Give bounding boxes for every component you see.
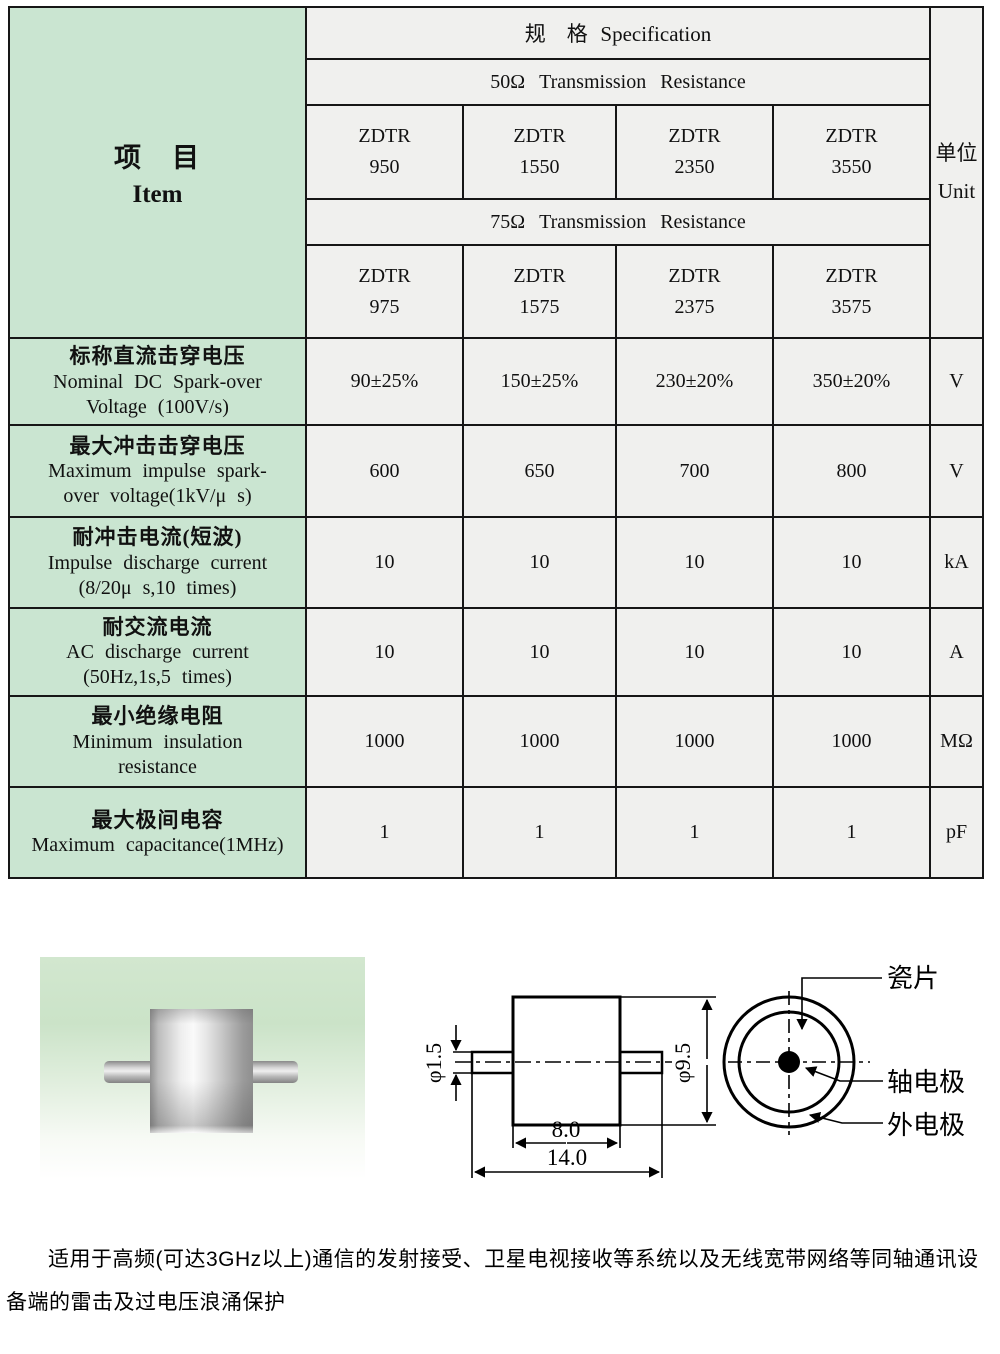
row-label-dc-sparkover: 标称直流击穿电压 Nominal DC Spark-over Voltage (… bbox=[8, 337, 307, 426]
model-zdtr-950: ZDTR 950 bbox=[305, 104, 464, 200]
callout-ceramic: 瓷片 bbox=[887, 964, 939, 993]
side-view bbox=[455, 995, 672, 1127]
photo-cylinder-body bbox=[150, 1009, 253, 1133]
photo-left-lead bbox=[104, 1061, 150, 1083]
model-zdtr-975: ZDTR 975 bbox=[305, 244, 464, 339]
value-cell: 350±20% bbox=[772, 337, 931, 426]
row-label-en: Nominal DC Spark-over Voltage (100V/s) bbox=[53, 370, 262, 418]
dim-body-diameter bbox=[621, 996, 716, 1126]
value-cell: 1 bbox=[615, 786, 774, 879]
value-cell: 10 bbox=[305, 607, 464, 697]
value-cell: 10 bbox=[462, 516, 617, 609]
group-50ohm-header: 50Ω Transmission Resistance bbox=[305, 58, 931, 106]
application-note: 适用于高频(可达3GHz以上)通信的发射接受、卫星电视接收等系统以及无线宽带网络… bbox=[6, 1248, 979, 1315]
unit-cell: A bbox=[929, 607, 984, 697]
model-zdtr-2375: ZDTR 2375 bbox=[615, 244, 774, 339]
value-cell: 1000 bbox=[772, 695, 931, 788]
table-row: 标称直流击穿电压 Nominal DC Spark-over Voltage (… bbox=[8, 337, 984, 426]
value-cell: 10 bbox=[772, 516, 931, 609]
model-zdtr-3550: ZDTR 3550 bbox=[772, 104, 931, 200]
dim-total-length bbox=[471, 1073, 663, 1178]
model-zdtr-2350: ZDTR 2350 bbox=[615, 104, 774, 200]
row-label-impulse-sparkover: 最大冲击击穿电压 Maximum impulse spark- over vol… bbox=[8, 424, 307, 518]
model-zdtr-1575: ZDTR 1575 bbox=[462, 244, 617, 339]
row-label-en: Maximum capacitance(1MHz) bbox=[31, 834, 284, 857]
model-zdtr-3575: ZDTR 3575 bbox=[772, 244, 931, 339]
value-cell: 10 bbox=[772, 607, 931, 697]
value-cell: 1 bbox=[305, 786, 464, 879]
value-cell: 10 bbox=[462, 607, 617, 697]
dimension-drawing: φ1.5 φ9.5 8.0 14.0 bbox=[421, 964, 965, 1178]
value-cell: 10 bbox=[305, 516, 464, 609]
row-label-zh: 耐交流电流 bbox=[102, 614, 213, 639]
table-row: 最大极间电容 Maximum capacitance(1MHz) 1 1 1 1… bbox=[8, 786, 984, 879]
end-view bbox=[722, 991, 870, 1135]
row-label-en: Impulse discharge current (8/20μ s,10 ti… bbox=[47, 551, 268, 599]
table-row: 最大冲击击穿电压 Maximum impulse spark- over vol… bbox=[8, 424, 984, 518]
row-label-ac-discharge: 耐交流电流 AC discharge current (50Hz,1s,5 ti… bbox=[8, 607, 307, 697]
unit-header-cell: 单位 Unit bbox=[929, 6, 984, 339]
value-cell: 700 bbox=[615, 424, 774, 518]
row-label-en: Maximum impulse spark- over voltage(1kV/… bbox=[48, 460, 267, 508]
row-label-zh: 最大冲击击穿电压 bbox=[69, 433, 246, 458]
dim-label-body-length: 8.0 bbox=[552, 1117, 581, 1142]
row-label-capacitance: 最大极间电容 Maximum capacitance(1MHz) bbox=[8, 786, 307, 879]
unit-cell: MΩ bbox=[929, 695, 984, 788]
dim-lead-diameter bbox=[450, 1025, 472, 1101]
value-cell: 600 bbox=[305, 424, 464, 518]
item-header-zh: 项 目 bbox=[114, 143, 201, 173]
spec-table: 项 目 Item 规 格 Specification 单位 Unit 50Ω T… bbox=[8, 6, 984, 879]
table-row: 耐交流电流 AC discharge current (50Hz,1s,5 ti… bbox=[8, 607, 984, 697]
body-outline bbox=[511, 995, 622, 1127]
value-cell: 230±20% bbox=[615, 337, 774, 426]
unit-cell: pF bbox=[929, 786, 984, 879]
value-cell: 800 bbox=[772, 424, 931, 518]
row-label-impulse-discharge: 耐冲击电流(短波) Impulse discharge current (8/2… bbox=[8, 516, 307, 609]
value-cell: 1000 bbox=[462, 695, 617, 788]
callout-leaders bbox=[796, 977, 883, 1124]
value-cell: 1 bbox=[462, 786, 617, 879]
group-75ohm-header: 75Ω Transmission Resistance bbox=[305, 198, 931, 246]
dim-body-length bbox=[512, 1125, 621, 1149]
row-label-zh: 最小绝缘电阻 bbox=[91, 704, 224, 729]
dim-label-total-length: 14.0 bbox=[547, 1145, 587, 1170]
value-cell: 90±25% bbox=[305, 337, 464, 426]
table-row: 最小绝缘电阻 Minimum insulation resistance 100… bbox=[8, 695, 984, 788]
value-cell: 1000 bbox=[305, 695, 464, 788]
value-cell: 10 bbox=[615, 516, 774, 609]
value-cell: 1 bbox=[772, 786, 931, 879]
spec-header-cell: 规 格 Specification bbox=[305, 6, 931, 60]
photo-right-lead bbox=[253, 1061, 298, 1083]
row-label-zh: 标称直流击穿电压 bbox=[69, 344, 246, 369]
dim-label-lead-diameter: φ1.5 bbox=[421, 1043, 446, 1083]
callout-outer-electrode: 外电极 bbox=[887, 1111, 965, 1140]
unit-cell: V bbox=[929, 337, 984, 426]
value-cell: 650 bbox=[462, 424, 617, 518]
unit-cell: kA bbox=[929, 516, 984, 609]
value-cell: 10 bbox=[615, 607, 774, 697]
row-label-insulation-resistance: 最小绝缘电阻 Minimum insulation resistance bbox=[8, 695, 307, 788]
row-label-zh: 最大极间电容 bbox=[91, 807, 224, 832]
value-cell: 1000 bbox=[615, 695, 774, 788]
model-zdtr-1550: ZDTR 1550 bbox=[462, 104, 617, 200]
table-row: 耐冲击电流(短波) Impulse discharge current (8/2… bbox=[8, 516, 984, 609]
callout-axial-electrode: 轴电极 bbox=[887, 1068, 965, 1097]
product-photo bbox=[40, 957, 365, 1179]
unit-cell: V bbox=[929, 424, 984, 518]
row-label-en: Minimum insulation resistance bbox=[72, 730, 243, 778]
row-label-zh: 耐冲击电流(短波) bbox=[72, 525, 243, 550]
row-label-en: AC discharge current (50Hz,1s,5 times) bbox=[66, 641, 249, 689]
item-header-cell: 项 目 Item bbox=[8, 6, 307, 339]
dim-label-body-diameter: φ9.5 bbox=[670, 1043, 695, 1083]
value-cell: 150±25% bbox=[462, 337, 617, 426]
item-header-en: Item bbox=[132, 181, 183, 208]
